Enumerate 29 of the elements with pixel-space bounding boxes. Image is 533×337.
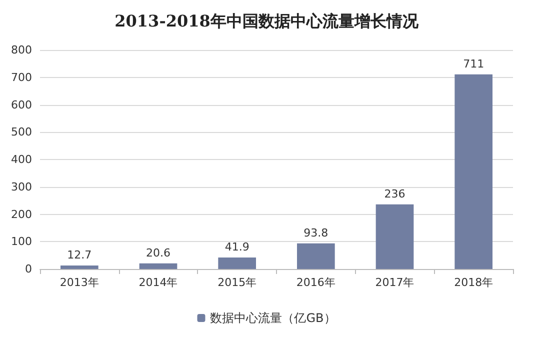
y-tick-label: 200 [11, 208, 32, 221]
bar [454, 74, 493, 269]
x-tick-label: 2016年 [296, 276, 336, 289]
x-tick-label: 2017年 [375, 276, 414, 289]
chart-title: 2013-2018年中国数据中心流量增长情况 [114, 12, 420, 30]
data-label: 93.8 [304, 226, 328, 240]
y-tick-label: 500 [11, 126, 32, 139]
x-tick-label: 2014年 [138, 276, 178, 289]
bar [376, 204, 414, 269]
y-tick-label: 400 [11, 153, 32, 166]
y-tick-label: 100 [11, 235, 32, 248]
bar [296, 243, 335, 269]
data-label: 12.7 [67, 248, 92, 262]
data-label: 236 [384, 187, 406, 200]
bar [60, 266, 98, 269]
data-label: 20.6 [146, 246, 170, 260]
y-tick-label: 800 [11, 44, 32, 56]
x-tick-label: 2013年 [60, 276, 99, 289]
bar [218, 258, 256, 269]
legend-label: 数据中心流量（亿GB） [210, 311, 336, 325]
data-label: 711 [463, 57, 484, 70]
y-tick-label: 300 [11, 180, 32, 194]
x-tick-label: 2015年 [218, 276, 257, 289]
x-tick-label: 2018年 [454, 276, 494, 289]
data-label: 41.9 [224, 240, 250, 254]
y-tick-label: 600 [11, 98, 32, 112]
y-tick-label: 700 [11, 70, 32, 84]
bar [139, 263, 178, 269]
y-tick-label: 0 [25, 262, 32, 276]
